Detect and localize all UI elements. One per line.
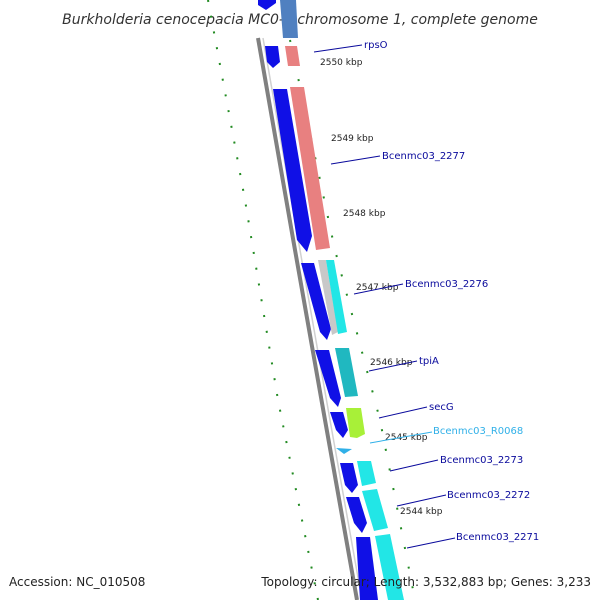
- kbp-tick-2547: 2547 kbp: [356, 283, 399, 293]
- trna-bcenmc03-R0068: [336, 448, 352, 454]
- cds-rpsO-minus: [265, 46, 280, 68]
- gene-label-tpiA[interactable]: tpiA: [419, 356, 439, 367]
- cds-bcenmc03-2271-minus: [356, 537, 378, 600]
- gene-label-rpsO[interactable]: rpsO: [364, 40, 388, 51]
- cds-bcenmc03-2272: [362, 489, 388, 531]
- kbp-tick-2550: 2550 kbp: [320, 58, 363, 68]
- backbone-line: [256, 37, 359, 600]
- gene-label-bcenmc03-2277[interactable]: Bcenmc03_2277: [382, 151, 465, 162]
- gene-label-lines: [313, 44, 456, 549]
- accession-text: Accession: NC_010508: [9, 575, 146, 589]
- cds-bcenmc03-2273: [357, 461, 376, 486]
- cds-bcenmc03-2277: [290, 87, 330, 250]
- cds-bcenmc03-2271: [375, 534, 404, 600]
- gene-label-bcenmc03-2272[interactable]: Bcenmc03_2272: [447, 490, 530, 501]
- gene-label-line-R0068: [369, 431, 433, 444]
- gene-label-bcenmc03-2271[interactable]: Bcenmc03_2271: [456, 532, 539, 543]
- cds-top-partial-blue: [258, 0, 276, 10]
- kbp-tick-2546: 2546 kbp: [370, 358, 413, 368]
- rna-gray-feature: [318, 260, 338, 335]
- cds-secG: [346, 408, 365, 438]
- kbp-tick-2548: 2548 kbp: [343, 209, 386, 219]
- backbone-shadow: [262, 37, 363, 600]
- map-title: Burkholderia cenocepacia MC0-3 chromosom…: [62, 12, 538, 28]
- cds-bcenmc03-2275-minus: [301, 263, 331, 340]
- cds-rpsO: [285, 46, 300, 66]
- gene-label-bcenmc03-2276[interactable]: Bcenmc03_2276: [405, 279, 488, 290]
- cds-top-partial-steel: [280, 0, 298, 38]
- kbp-tick-2545: 2545 kbp: [385, 433, 428, 443]
- gc-skew-track: [207, 0, 319, 600]
- cds-tpiA-minus: [315, 350, 341, 407]
- genome-summary-text: Topology: circular; Length: 3,532,883 bp…: [261, 575, 591, 589]
- gene-label-secG[interactable]: secG: [429, 402, 454, 413]
- cds-tpiA: [335, 348, 358, 397]
- cds-bcenmc03-2276: [326, 260, 347, 334]
- cds-bcenmc03-2278-minus: [273, 89, 312, 252]
- cds-bcenmc03-2273-minus: [340, 463, 358, 493]
- gene-label-bcenmc03-2273[interactable]: Bcenmc03_2273: [440, 455, 523, 466]
- cds-bcenmc03-2272-minus: [346, 497, 367, 533]
- gene-label-bcenmc03-R0068[interactable]: Bcenmc03_R0068: [433, 426, 523, 437]
- kbp-tick-2549: 2549 kbp: [331, 134, 374, 144]
- kbp-tick-2544: 2544 kbp: [400, 507, 443, 517]
- cds-secG-minus: [330, 412, 348, 438]
